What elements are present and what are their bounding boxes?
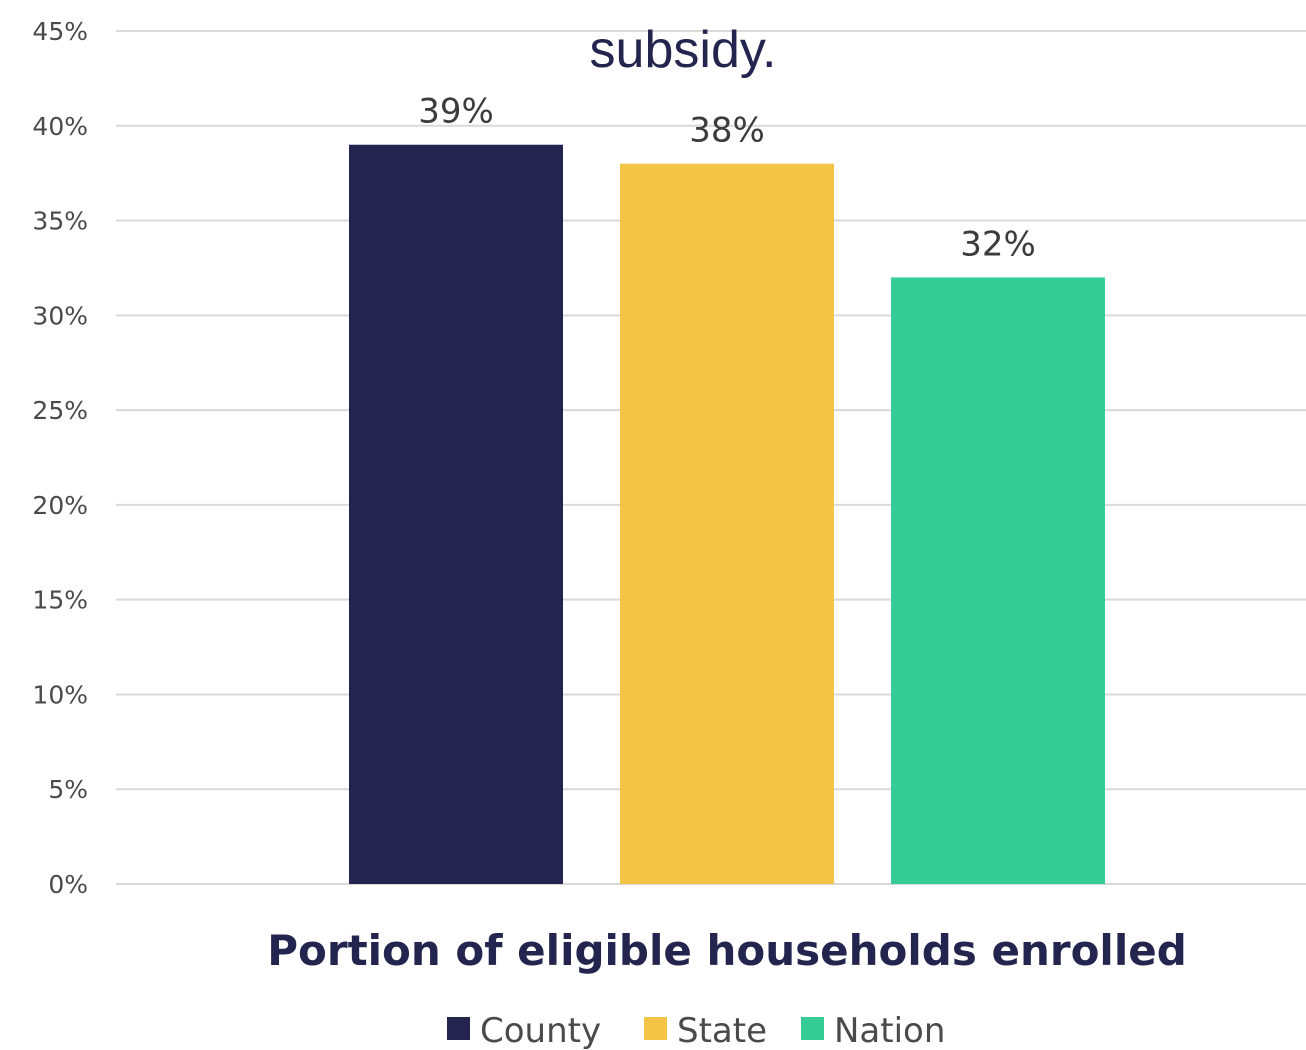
data-label-state: 38%	[689, 111, 765, 151]
legend: County State Nation	[447, 1011, 945, 1050]
legend-label-county: County	[480, 1011, 601, 1050]
x-axis-label: Portion of eligible households enrolled	[267, 926, 1187, 975]
y-axis-tick-labels: 0% 5% 10% 15% 20% 25% 30% 35% 40% 45%	[32, 17, 88, 899]
y-tick-label: 5%	[48, 775, 88, 804]
y-tick-label: 45%	[32, 17, 88, 46]
bar-nation	[891, 277, 1105, 884]
bar-state	[620, 163, 834, 884]
y-tick-label: 15%	[32, 586, 88, 615]
y-tick-label: 0%	[48, 870, 88, 899]
chart-title: subsidy.	[590, 21, 777, 79]
data-labels: 39% 38% 32%	[418, 92, 1036, 265]
y-tick-label: 20%	[32, 491, 88, 520]
data-label-county: 39%	[418, 92, 494, 132]
y-tick-label: 25%	[32, 396, 88, 425]
data-label-nation: 32%	[960, 224, 1036, 264]
bar-county	[349, 144, 563, 884]
y-tick-label: 35%	[32, 207, 88, 236]
y-tick-label: 10%	[32, 680, 88, 709]
legend-swatch-county	[447, 1017, 470, 1040]
bars	[349, 144, 1105, 884]
legend-swatch-nation	[801, 1017, 824, 1040]
y-tick-label: 30%	[32, 301, 88, 330]
legend-swatch-state	[644, 1017, 667, 1040]
legend-label-nation: Nation	[834, 1011, 945, 1050]
y-tick-label: 40%	[32, 112, 88, 141]
legend-label-state: State	[677, 1011, 767, 1050]
